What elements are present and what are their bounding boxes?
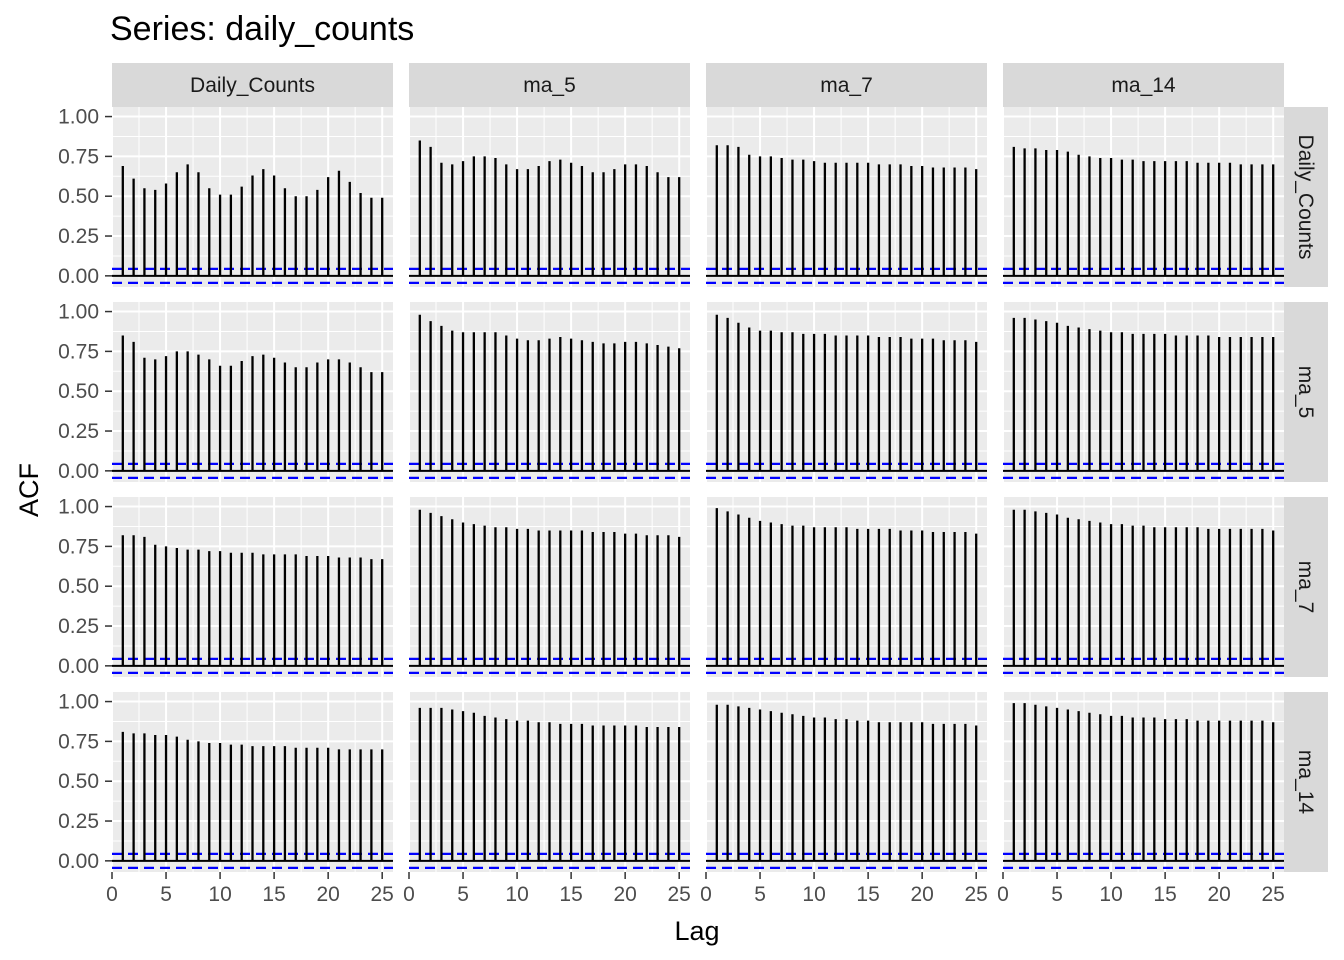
row-strip [1284, 107, 1328, 287]
x-tick-label: 20 [613, 883, 636, 906]
x-tick-label: 20 [316, 883, 339, 906]
column-strip [706, 63, 987, 107]
x-tick-label: 15 [262, 883, 285, 906]
x-tick-label: 20 [910, 883, 933, 906]
facet-panel [1002, 497, 1284, 677]
y-tick-label: 0.25 [58, 225, 99, 248]
x-tick-label: 15 [559, 883, 582, 906]
y-tick-label: 0.25 [58, 810, 99, 833]
y-tick-label: 0.00 [58, 460, 99, 483]
facet-panel [111, 692, 393, 872]
facet-panel [408, 692, 690, 872]
facet-panel [705, 302, 987, 482]
x-tick-label: 15 [856, 883, 879, 906]
column-strip-label: Daily_Counts [190, 74, 315, 97]
facet-panel [111, 107, 393, 287]
y-tick-label: 0.00 [58, 265, 99, 288]
facet-grid: Daily_Counts ma_5 ma_7 ma_14 Daily_Counts ma_… [58, 63, 1328, 906]
column-strip-label: ma_14 [1111, 74, 1176, 97]
column-strip [409, 63, 690, 107]
y-tick-label: 0.50 [58, 380, 99, 403]
y-tick-label: 0.50 [58, 770, 99, 793]
facet-panel [705, 497, 987, 677]
row-strip-label: ma_7 [1294, 561, 1317, 614]
row-strip [1284, 692, 1328, 872]
y-tick-label: 0.25 [58, 420, 99, 443]
x-axis-title: Lag [674, 916, 719, 946]
row-strip [1284, 302, 1328, 482]
x-tick-label: 5 [1051, 883, 1063, 906]
x-tick-label: 15 [1153, 883, 1176, 906]
facet-panel [111, 302, 393, 482]
x-tick-label: 5 [457, 883, 469, 906]
y-tick-label: 1.00 [58, 301, 99, 324]
y-axis-title: ACF [14, 463, 44, 517]
facet-panel [408, 107, 690, 287]
row-strip-label: ma_5 [1294, 366, 1317, 419]
facet-panel [705, 107, 987, 287]
facet-panel [1002, 302, 1284, 482]
y-tick-label: 0.75 [58, 535, 99, 558]
x-tick-label: 0 [700, 883, 712, 906]
y-tick-label: 0.00 [58, 850, 99, 873]
x-tick-label: 5 [160, 883, 172, 906]
x-tick-label: 10 [1099, 883, 1122, 906]
x-tick-label: 20 [1207, 883, 1230, 906]
y-tick-label: 0.25 [58, 615, 99, 638]
facet-panel [408, 302, 690, 482]
x-tick-label: 0 [106, 883, 118, 906]
facet-panel [111, 497, 393, 677]
x-tick-label: 5 [754, 883, 766, 906]
x-tick-label: 25 [668, 883, 691, 906]
column-strip [112, 63, 393, 107]
y-tick-label: 0.75 [58, 730, 99, 753]
y-tick-label: 0.75 [58, 340, 99, 363]
y-tick-label: 0.00 [58, 655, 99, 678]
facet-panel [1002, 692, 1284, 872]
x-tick-label: 25 [371, 883, 394, 906]
facet-panel [408, 497, 690, 677]
facet-panel [705, 692, 987, 872]
x-tick-label: 0 [997, 883, 1009, 906]
y-tick-label: 0.50 [58, 185, 99, 208]
column-strip-label: ma_5 [523, 74, 576, 97]
x-tick-label: 10 [208, 883, 231, 906]
row-strip [1284, 497, 1328, 677]
column-strip [1003, 63, 1284, 107]
x-tick-label: 10 [505, 883, 528, 906]
x-tick-label: 25 [1262, 883, 1285, 906]
y-tick-label: 1.00 [58, 106, 99, 129]
column-strip-label: ma_7 [820, 74, 873, 97]
y-tick-label: 1.00 [58, 496, 99, 519]
x-tick-label: 25 [965, 883, 988, 906]
x-tick-label: 0 [403, 883, 415, 906]
row-strip-label: ma_14 [1294, 750, 1317, 815]
chart-title: Series: daily_counts [110, 10, 414, 48]
y-tick-label: 0.50 [58, 575, 99, 598]
facet-panel [1002, 107, 1284, 287]
row-strip-label: Daily_Counts [1294, 135, 1317, 260]
x-tick-label: 10 [802, 883, 825, 906]
y-tick-label: 1.00 [58, 691, 99, 714]
y-tick-label: 0.75 [58, 145, 99, 168]
